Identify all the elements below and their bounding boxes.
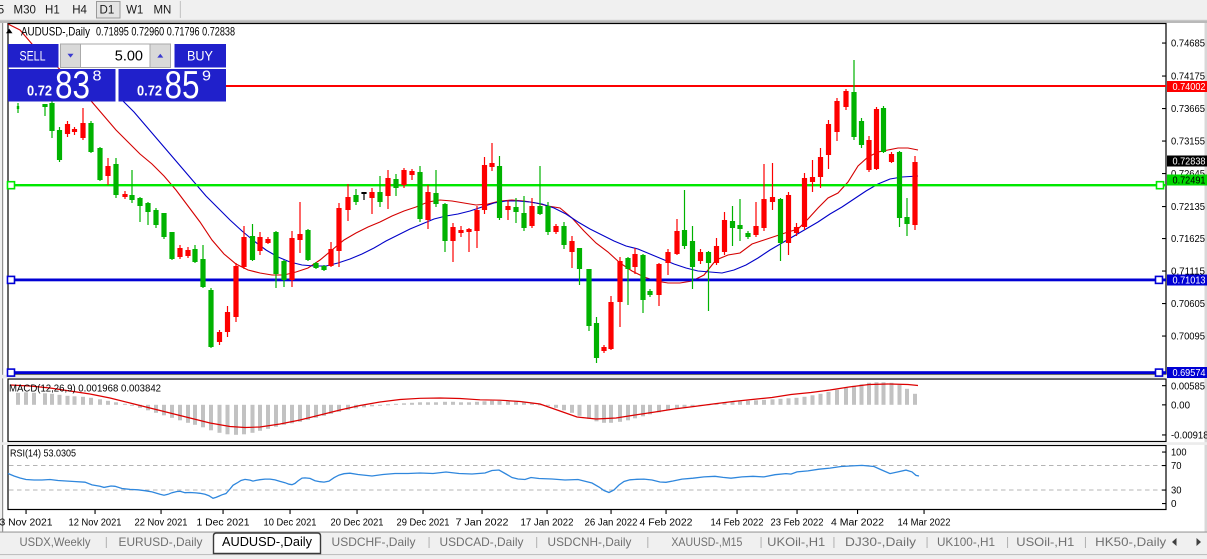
svg-text:USDCNH-,Daily: USDCNH-,Daily: [548, 535, 632, 549]
svg-text:0.69574: 0.69574: [1173, 367, 1206, 379]
svg-text:3 Nov 2021: 3 Nov 2021: [0, 517, 53, 529]
svg-text:14 Feb 2022: 14 Feb 2022: [711, 517, 764, 529]
svg-text:22 Nov 2021: 22 Nov 2021: [135, 517, 188, 529]
svg-text:12 Nov 2021: 12 Nov 2021: [69, 517, 122, 529]
svg-text:0.72: 0.72: [27, 84, 52, 100]
svg-text:0.70605: 0.70605: [1171, 298, 1205, 310]
svg-text:|: |: [1006, 535, 1009, 549]
svg-text:AUDUSD-,Daily: AUDUSD-,Daily: [21, 25, 90, 39]
svg-text:5: 5: [0, 5, 4, 17]
svg-text:0.73155: 0.73155: [1171, 136, 1205, 148]
svg-text:0.74685: 0.74685: [1171, 38, 1205, 50]
svg-text:26 Jan 2022: 26 Jan 2022: [585, 517, 638, 529]
svg-text:AUDUSD-,Daily: AUDUSD-,Daily: [222, 535, 313, 549]
svg-text:|: |: [105, 535, 108, 549]
svg-text:USOil-,H1: USOil-,H1: [1016, 535, 1074, 549]
svg-text:0.74002: 0.74002: [1173, 81, 1206, 93]
svg-text:RSI(14) 53.0305: RSI(14) 53.0305: [10, 448, 76, 460]
svg-text:100: 100: [1171, 447, 1187, 459]
svg-text:USDCHF-,Daily: USDCHF-,Daily: [332, 535, 416, 549]
svg-text:83: 83: [55, 64, 90, 107]
svg-text:H4: H4: [72, 5, 87, 17]
svg-text:7 Jan 2022: 7 Jan 2022: [456, 517, 509, 529]
svg-text:20 Dec 2021: 20 Dec 2021: [331, 517, 384, 529]
svg-text:14 Mar 2022: 14 Mar 2022: [898, 517, 951, 529]
svg-text:70: 70: [1171, 460, 1182, 472]
svg-text:0.71013: 0.71013: [1173, 275, 1206, 287]
svg-text:1 Dec 2021: 1 Dec 2021: [197, 517, 250, 529]
svg-text:0.73665: 0.73665: [1171, 103, 1205, 115]
svg-text:|: |: [759, 535, 762, 549]
svg-text:|: |: [535, 535, 538, 549]
svg-text:0.70095: 0.70095: [1171, 331, 1205, 343]
svg-text:10 Dec 2021: 10 Dec 2021: [264, 517, 317, 529]
svg-text:85: 85: [165, 64, 200, 107]
svg-text:0.72491: 0.72491: [1173, 175, 1206, 187]
svg-text:UK100-,H1: UK100-,H1: [937, 535, 995, 549]
svg-text:0: 0: [1171, 498, 1177, 510]
svg-text:29 Dec 2021: 29 Dec 2021: [397, 517, 450, 529]
svg-text:XAUUSD-,M15: XAUUSD-,M15: [671, 535, 742, 549]
svg-text:BUY: BUY: [187, 49, 213, 64]
svg-text:USDX,Weekly: USDX,Weekly: [20, 535, 91, 549]
svg-text:D1: D1: [100, 5, 115, 17]
svg-text:0.72135: 0.72135: [1171, 201, 1205, 213]
svg-text:|: |: [427, 535, 430, 549]
svg-text:UKOil-,H1: UKOil-,H1: [767, 535, 825, 549]
svg-text:W1: W1: [126, 5, 143, 17]
svg-text:4 Feb 2022: 4 Feb 2022: [640, 517, 693, 529]
svg-text:23 Feb 2022: 23 Feb 2022: [771, 517, 824, 529]
svg-text:SELL: SELL: [20, 49, 46, 64]
svg-text:0.00: 0.00: [1171, 400, 1190, 412]
svg-text:|: |: [1084, 535, 1087, 549]
svg-text:|: |: [925, 535, 928, 549]
svg-text:MACD(12,26,9) 0.001968 0.00384: MACD(12,26,9) 0.001968 0.003842: [9, 383, 161, 395]
svg-text:5.00: 5.00: [115, 49, 143, 65]
svg-text:0.71625: 0.71625: [1171, 233, 1205, 245]
svg-text:|: |: [832, 535, 835, 549]
svg-text:0.00585: 0.00585: [1171, 380, 1205, 392]
svg-text:0.71895 0.72960 0.71796 0.7283: 0.71895 0.72960 0.71796 0.72838: [96, 25, 235, 39]
svg-text:EURUSD-,Daily: EURUSD-,Daily: [119, 535, 203, 549]
svg-text:USDCAD-,Daily: USDCAD-,Daily: [440, 535, 524, 549]
svg-text:9: 9: [202, 68, 211, 85]
svg-text:0.74175: 0.74175: [1171, 71, 1205, 83]
svg-text:8: 8: [93, 68, 102, 85]
svg-text:H1: H1: [45, 5, 60, 17]
svg-text:0.72838: 0.72838: [1173, 156, 1206, 168]
svg-text:MN: MN: [153, 5, 171, 17]
svg-text:-0.00918: -0.00918: [1171, 430, 1207, 442]
svg-text:HK50-,Daily: HK50-,Daily: [1095, 535, 1166, 549]
svg-text:DJ30-,Daily: DJ30-,Daily: [845, 535, 916, 549]
svg-text:0.72: 0.72: [137, 84, 162, 100]
svg-text:M30: M30: [14, 5, 36, 17]
svg-text:17 Jan 2022: 17 Jan 2022: [521, 517, 574, 529]
svg-text:30: 30: [1171, 485, 1182, 497]
svg-text:|: |: [646, 535, 649, 549]
svg-text:4 Mar 2022: 4 Mar 2022: [831, 517, 884, 529]
